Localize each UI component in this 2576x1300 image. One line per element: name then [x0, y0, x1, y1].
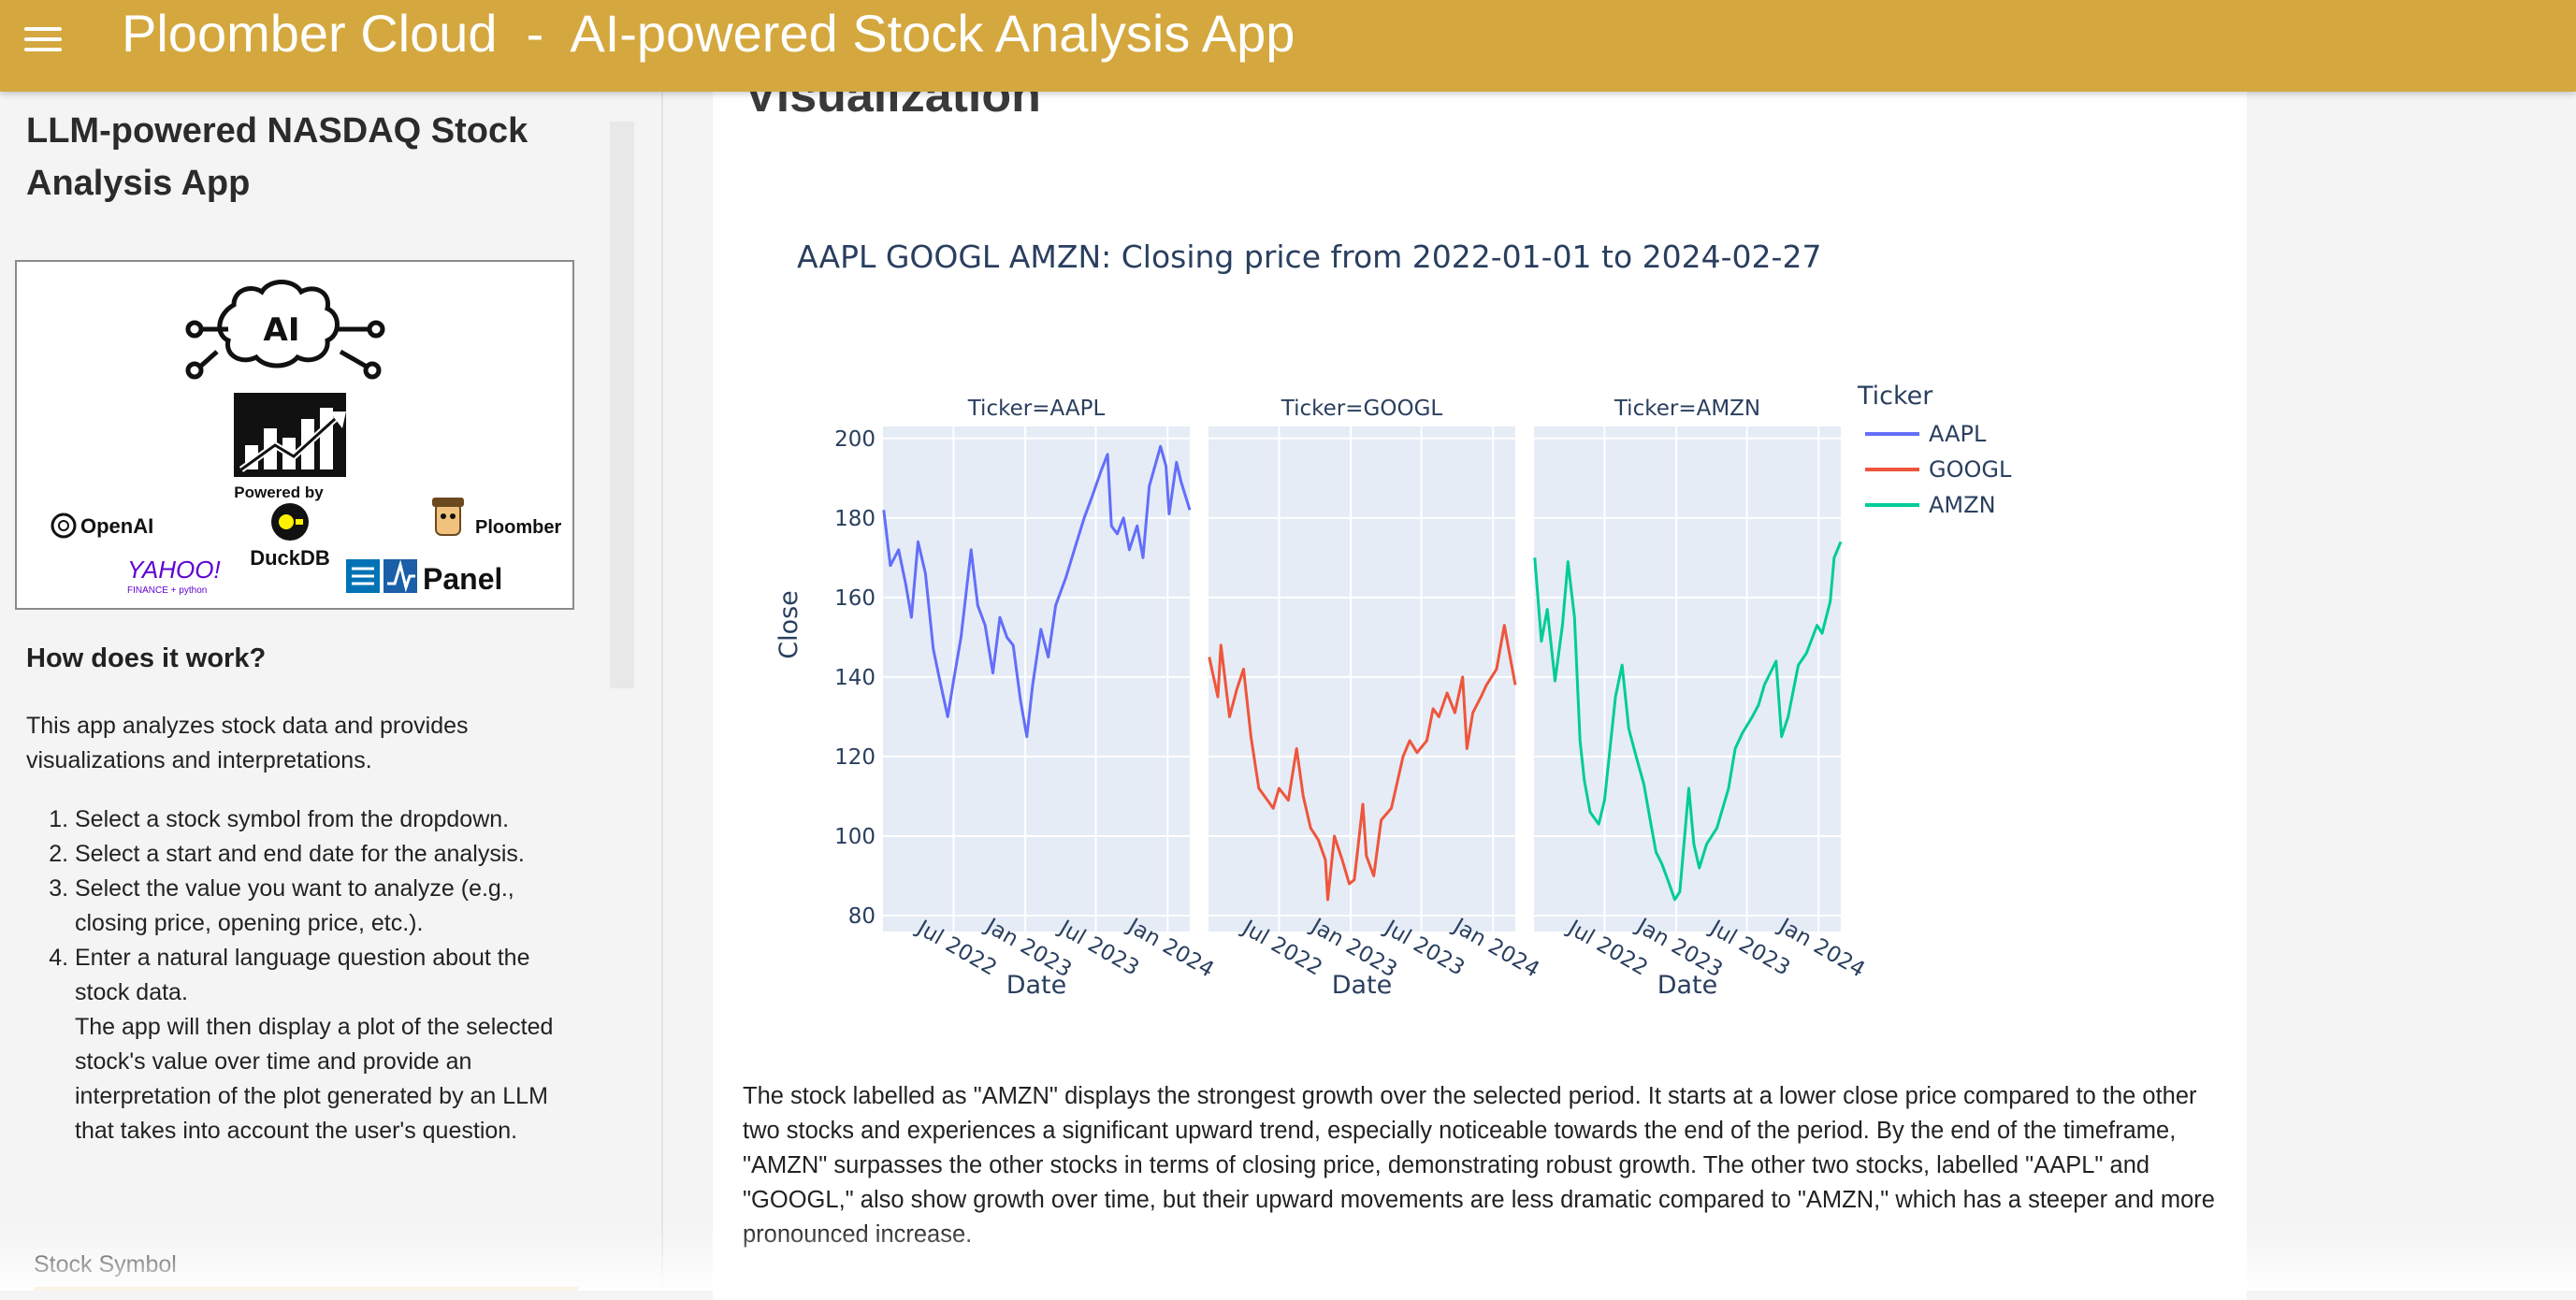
openai-logo-icon — [51, 513, 77, 539]
llm-interpretation: The stock labelled as "AMZN" displays th… — [743, 1083, 2215, 1248]
step-item: Enter a natural language question about … — [75, 941, 559, 1148]
powered-by-logos: AI Powered by OpenAI — [15, 260, 574, 610]
legend-item-aapl[interactable]: AAPL — [1865, 421, 1987, 447]
powered-by-text: Powered by — [234, 484, 324, 501]
legend-label: GOOGL — [1929, 456, 2012, 483]
app-header: Ploomber Cloud - AI-powered Stock Analys… — [0, 0, 2576, 92]
chart-title: AAPL GOOGL AMZN: Closing price from 2022… — [797, 238, 1821, 275]
y-tick-label: 100 — [834, 825, 876, 849]
openai-text: OpenAI — [80, 514, 153, 538]
ploomber-text: Ploomber — [475, 517, 561, 538]
step-item: Select a start and end date for the anal… — [75, 837, 559, 872]
stock-symbol-select[interactable] — [34, 1287, 578, 1291]
series-line-amzn[interactable] — [1533, 541, 1843, 902]
y-tick-label: 120 — [834, 745, 876, 770]
yahoo-text: YAHOO! — [127, 556, 221, 584]
legend-label: AAPL — [1929, 421, 1987, 447]
step-item: Select the value you want to analyze (e.… — [75, 872, 559, 941]
series-line-googl[interactable] — [1208, 624, 1517, 902]
sidebar-scrollbar[interactable] — [610, 122, 634, 688]
panel-title: Ticker=AMZN — [1614, 397, 1760, 421]
ai-brain-icon — [185, 280, 385, 380]
step-text: Enter a natural language question about … — [75, 945, 530, 1005]
y-tick-label: 80 — [848, 904, 876, 929]
plot-area — [883, 426, 1190, 932]
panel-logo-icon — [346, 559, 417, 593]
duckdb-logo-icon — [271, 503, 309, 541]
legend-title: Ticker — [1857, 382, 1933, 411]
x-axis-label: Date — [1332, 971, 1393, 1000]
panel-title: Ticker=AAPL — [967, 397, 1106, 421]
app-title: Ploomber Cloud - AI-powered Stock Analys… — [122, 4, 1295, 63]
closing-price-chart[interactable]: AAPL GOOGL AMZN: Closing price from 2022… — [713, 56, 2247, 1029]
main-content: Visualization AAPL GOOGL AMZN: Closing p… — [713, 56, 2247, 1300]
sidebar-title: LLM-powered NASDAQ Stock Analysis App — [26, 111, 528, 203]
series-line-aapl[interactable] — [882, 444, 1192, 739]
ai-text: AI — [264, 311, 300, 349]
ploomber-logo-icon — [432, 498, 464, 536]
panel-title: Ticker=GOOGL — [1281, 397, 1443, 421]
stock-symbol-label: Stock Symbol — [34, 1251, 177, 1278]
x-axis-label: Date — [1006, 971, 1067, 1000]
legend-label: AMZN — [1929, 492, 1996, 518]
y-tick-label: 180 — [834, 507, 876, 531]
step-note: The app will then display a plot of the … — [75, 1014, 554, 1144]
legend: AAPL GOOGL AMZN — [1865, 421, 2012, 518]
x-axis-label: Date — [1657, 971, 1718, 1000]
how-it-works-steps: Select a stock symbol from the dropdown.… — [26, 802, 559, 1148]
legend-item-amzn[interactable]: AMZN — [1865, 492, 1996, 518]
y-tick-label: 160 — [834, 586, 876, 611]
how-it-works-description: This app analyzes stock data and provide… — [26, 713, 469, 773]
yahoo-sub-text: FINANCE + python — [127, 585, 207, 596]
y-tick-label: 200 — [834, 427, 876, 452]
plot-area — [1534, 426, 1841, 932]
panel-text: Panel — [423, 562, 502, 596]
duckdb-text: DuckDB — [250, 546, 330, 570]
growth-chart-icon — [234, 393, 346, 477]
divider — [661, 92, 663, 1291]
sidebar: LLM-powered NASDAQ Stock Analysis App AI — [0, 92, 578, 1291]
step-item: Select a stock symbol from the dropdown. — [75, 802, 559, 837]
y-tick-label: 140 — [834, 666, 876, 690]
plot-area — [1208, 426, 1515, 932]
logos-graphic: AI Powered by OpenAI — [51, 280, 561, 596]
hamburger-icon[interactable] — [22, 21, 64, 54]
legend-item-googl[interactable]: GOOGL — [1865, 456, 2012, 483]
y-axis-label: Close — [774, 590, 803, 659]
how-it-works-heading: How does it work? — [26, 643, 267, 673]
